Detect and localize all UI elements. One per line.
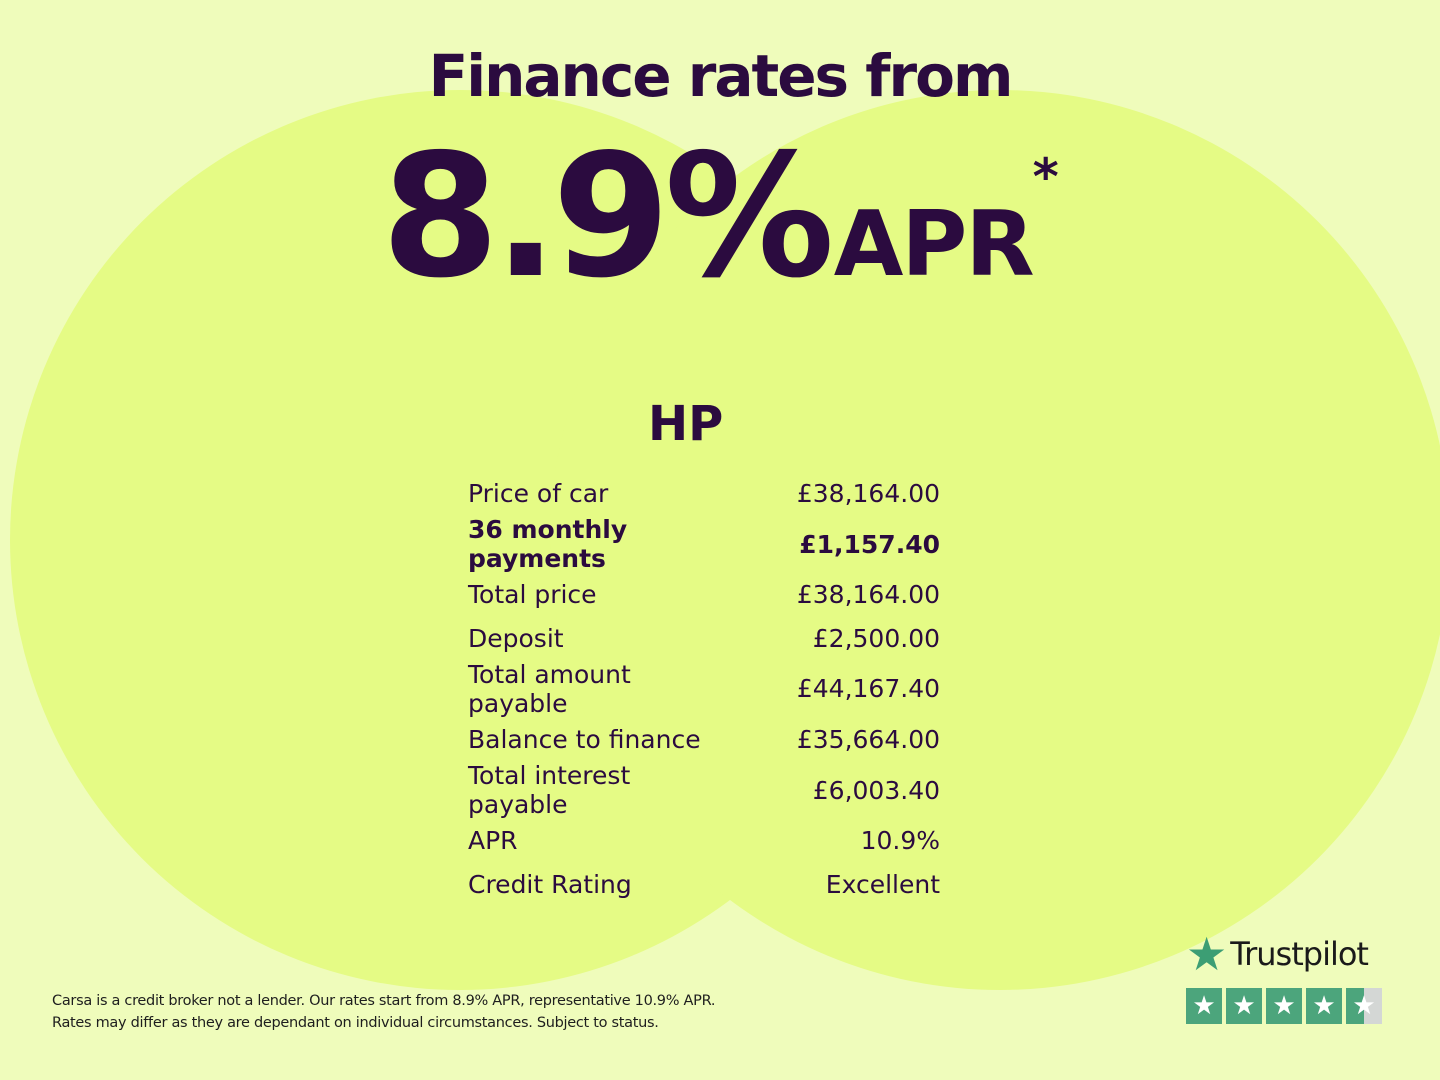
trustpilot-rating: ★ ★ ★ ★ ★ — [1186, 988, 1382, 1024]
row-label: Deposit — [468, 623, 564, 653]
row-value: £2,500.00 — [812, 623, 940, 653]
table-row: Deposit £2,500.00 — [462, 617, 946, 660]
table-row: 36 monthly payments £1,157.40 — [462, 515, 946, 573]
finance-table: Price of car £38,164.00 36 monthly payment… — [462, 472, 946, 906]
row-label: APR — [468, 826, 518, 856]
table-row: Total interest payable £6,003.40 — [462, 761, 946, 819]
row-value: Excellent — [825, 869, 940, 899]
row-value: £1,157.40 — [799, 529, 940, 559]
trustpilot-name: Trustpilot — [1230, 935, 1369, 973]
trustpilot-star-icon: ★ — [1186, 927, 1227, 981]
table-row: APR 10.9% — [462, 819, 946, 862]
row-value: 10.9% — [860, 826, 940, 856]
rating-star-icon: ★ — [1346, 988, 1382, 1024]
table-row: Total amount payable £44,167.40 — [462, 660, 946, 718]
asterisk: * — [1032, 148, 1059, 206]
row-value: £38,164.00 — [796, 580, 940, 610]
row-value: £44,167.40 — [796, 674, 940, 704]
table-heading: HP — [648, 396, 724, 452]
row-label: Total price — [468, 580, 597, 610]
rating-star-icon: ★ — [1306, 988, 1342, 1024]
row-label: Total interest payable — [468, 761, 631, 820]
trustpilot-logo: ★ Trustpilot — [1186, 927, 1382, 981]
table-row: Total price £38,164.00 — [462, 573, 946, 616]
row-value: £6,003.40 — [812, 775, 940, 805]
row-label: Credit Rating — [468, 869, 632, 899]
trustpilot-badge[interactable]: ★ Trustpilot ★ ★ ★ ★ ★ — [1186, 927, 1382, 1024]
row-value: £35,664.00 — [796, 725, 940, 755]
row-label: Price of car — [468, 479, 609, 509]
apr-label: APR — [833, 192, 1035, 297]
row-value: £38,164.00 — [796, 479, 940, 509]
rating-star-icon: ★ — [1186, 988, 1222, 1024]
rating-star-icon: ★ — [1226, 988, 1262, 1024]
table-row: Credit Rating Excellent — [462, 862, 946, 905]
rate-value: 8.9% — [381, 118, 834, 316]
disclaimer-line-1: Carsa is a credit broker not a lender. O… — [52, 993, 716, 1009]
disclaimer-line-2: Rates may differ as they are dependant o… — [52, 1015, 659, 1031]
row-label: 36 monthly payments — [468, 515, 628, 574]
row-label: Balance to finance — [468, 725, 701, 755]
background-circle-right — [550, 90, 1440, 990]
headline-rate: 8.9% APR* — [0, 118, 1440, 316]
rating-star-icon: ★ — [1266, 988, 1302, 1024]
row-label: Total amount payable — [468, 659, 631, 718]
headline-title: Finance rates from — [428, 42, 1014, 110]
table-row: Price of car £38,164.00 — [462, 472, 946, 515]
table-row: Balance to finance £35,664.00 — [462, 718, 946, 761]
disclaimer: Carsa is a credit broker not a lender. O… — [52, 990, 715, 1034]
